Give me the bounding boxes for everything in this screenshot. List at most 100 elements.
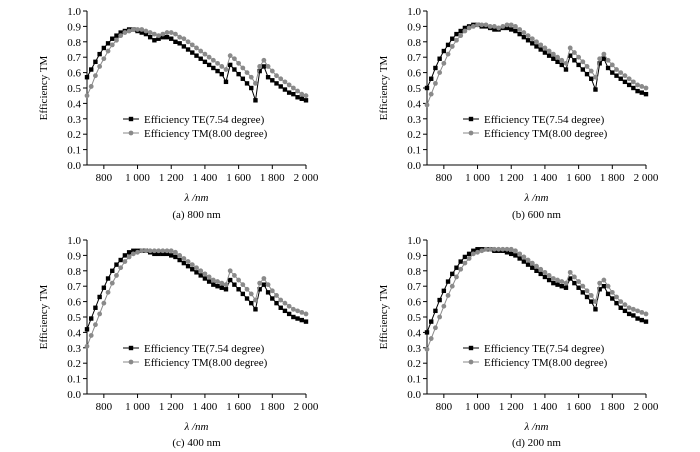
data-point xyxy=(147,30,153,35)
y-tick-label: 0.3 xyxy=(67,114,81,126)
data-point xyxy=(219,64,225,69)
y-tick-label: 0.8 xyxy=(67,37,81,49)
data-point xyxy=(88,333,94,338)
data-point xyxy=(274,81,279,86)
data-point xyxy=(593,307,598,312)
data-point xyxy=(433,80,438,86)
series-tm xyxy=(84,248,309,349)
data-point xyxy=(295,308,300,314)
data-point xyxy=(521,259,527,264)
y-tick-label: 0.0 xyxy=(407,389,421,401)
data-point xyxy=(105,289,111,295)
data-point xyxy=(97,311,103,317)
series-line xyxy=(86,29,307,97)
data-point xyxy=(93,322,98,328)
data-point xyxy=(265,75,271,80)
data-point xyxy=(475,247,480,252)
series-tm xyxy=(424,22,649,108)
data-point xyxy=(240,291,246,297)
data-point xyxy=(202,271,208,277)
x-tick-label: 1 600 xyxy=(226,401,251,413)
data-point xyxy=(253,80,258,86)
data-point xyxy=(643,91,649,97)
data-point xyxy=(593,74,598,80)
data-point xyxy=(584,294,590,300)
x-tick-label: 1 400 xyxy=(533,172,558,184)
data-point xyxy=(143,28,149,34)
data-point xyxy=(538,271,543,277)
data-point xyxy=(504,250,510,255)
data-point xyxy=(593,299,598,304)
data-point xyxy=(219,71,224,77)
data-point xyxy=(290,85,296,91)
data-point xyxy=(618,305,623,310)
legend-label: Efficiency TE(7.54 degree) xyxy=(144,343,265,355)
x-tick-label: 1 600 xyxy=(566,401,591,413)
data-point xyxy=(551,56,556,61)
data-point xyxy=(630,79,636,85)
data-point xyxy=(147,34,153,40)
data-point xyxy=(449,44,455,49)
data-point xyxy=(169,253,174,258)
data-point xyxy=(101,45,107,51)
data-point xyxy=(445,293,451,298)
data-point xyxy=(513,28,518,34)
data-point xyxy=(576,62,581,68)
data-point xyxy=(454,37,459,43)
data-point xyxy=(580,283,586,289)
y-axis-label: Efficiency TM xyxy=(378,55,390,120)
data-point xyxy=(610,70,615,75)
y-tick-label: 0.6 xyxy=(407,297,421,309)
data-point xyxy=(597,56,603,62)
data-point xyxy=(156,248,161,254)
data-point xyxy=(449,283,455,289)
data-point xyxy=(93,73,98,79)
y-tick-label: 0.1 xyxy=(407,145,421,157)
data-point xyxy=(597,61,602,66)
data-point xyxy=(126,28,132,34)
data-point xyxy=(240,65,246,71)
x-tick-label: 1 800 xyxy=(260,172,285,184)
data-point xyxy=(223,287,229,292)
y-tick-label: 0.4 xyxy=(407,327,421,339)
data-point xyxy=(143,248,149,254)
x-tick-label: 1 600 xyxy=(566,172,591,184)
data-point xyxy=(265,290,271,295)
data-point xyxy=(160,251,166,257)
data-point xyxy=(274,73,279,79)
data-point xyxy=(433,65,438,71)
data-point xyxy=(269,288,275,294)
data-point xyxy=(589,76,594,81)
legend-marker xyxy=(128,130,134,136)
data-point xyxy=(210,57,216,63)
data-point xyxy=(424,85,430,91)
data-point xyxy=(227,62,233,68)
data-point xyxy=(181,260,187,266)
y-tick-label: 1.0 xyxy=(67,235,81,247)
data-point xyxy=(475,249,480,255)
data-point xyxy=(424,346,430,352)
data-point xyxy=(609,289,615,295)
data-point xyxy=(177,34,183,40)
data-point xyxy=(563,285,569,290)
data-point xyxy=(450,36,455,41)
data-point xyxy=(601,277,607,283)
data-point xyxy=(576,54,582,60)
data-point xyxy=(580,290,586,295)
y-tick-label: 0.9 xyxy=(407,21,421,33)
data-point xyxy=(491,246,497,252)
data-point xyxy=(244,81,250,86)
data-point xyxy=(424,330,430,335)
data-point xyxy=(576,279,582,284)
data-point xyxy=(567,276,573,281)
data-point xyxy=(458,33,464,39)
data-point xyxy=(559,284,564,289)
data-point xyxy=(433,325,438,331)
data-point xyxy=(521,30,527,35)
y-tick-label: 0.6 xyxy=(407,68,421,80)
data-point xyxy=(605,291,611,297)
data-point xyxy=(614,67,619,72)
data-point xyxy=(508,246,514,252)
data-point xyxy=(635,88,640,94)
y-tick-label: 0.8 xyxy=(407,266,421,278)
